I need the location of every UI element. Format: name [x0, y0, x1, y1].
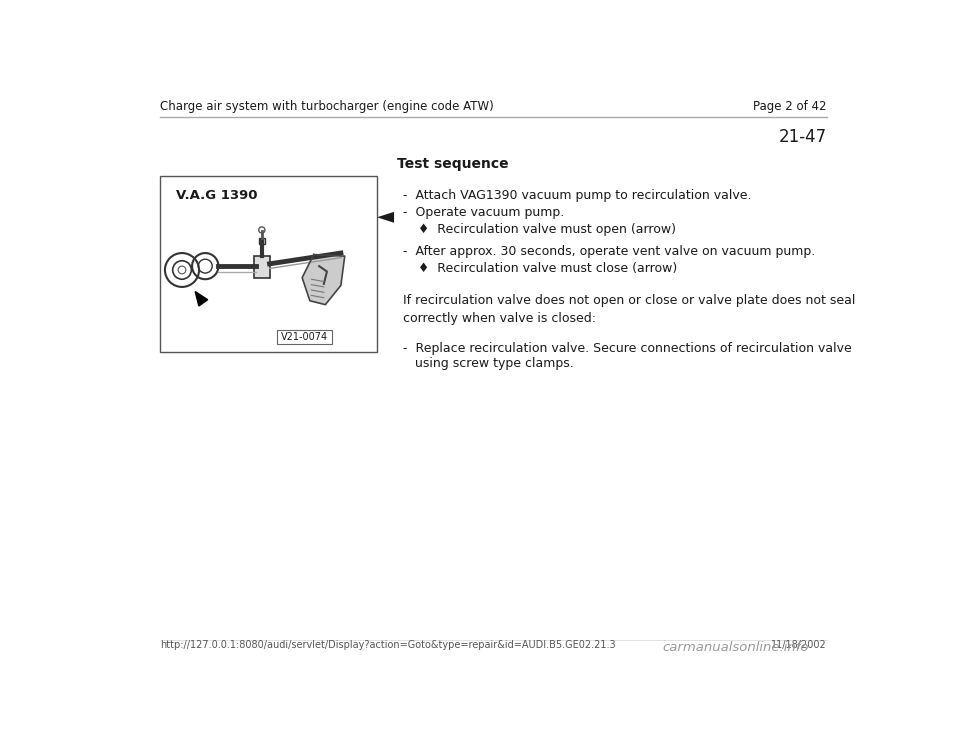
Text: using screw type clamps.: using screw type clamps. [403, 357, 574, 370]
Text: -  Attach VAG1390 vacuum pump to recirculation valve.: - Attach VAG1390 vacuum pump to recircul… [403, 189, 752, 202]
Bar [160, 176, 377, 352]
Bar [259, 237, 265, 244]
Polygon shape [195, 292, 207, 306]
Text: -  After approx. 30 seconds, operate vent valve on vacuum pump.: - After approx. 30 seconds, operate vent… [403, 245, 815, 257]
Text: 11/18/2002: 11/18/2002 [771, 640, 827, 649]
Bar [254, 256, 270, 278]
Text: ♦  Recirculation valve must open (arrow): ♦ Recirculation valve must open (arrow) [419, 223, 677, 236]
Text: Charge air system with turbocharger (engine code ATW): Charge air system with turbocharger (eng… [160, 100, 494, 113]
Text: V.A.G 1390: V.A.G 1390 [176, 189, 257, 202]
Text: -  Operate vacuum pump.: - Operate vacuum pump. [403, 206, 564, 219]
Bar [276, 330, 332, 344]
Polygon shape [302, 255, 345, 305]
Text: Test sequence: Test sequence [397, 157, 509, 171]
Text: http://127.0.0.1:8080/audi/servlet/Display?action=Goto&type=repair&id=AUDI.B5.GE: http://127.0.0.1:8080/audi/servlet/Displ… [160, 640, 616, 649]
Text: -  Replace recirculation valve. Secure connections of recirculation valve: - Replace recirculation valve. Secure co… [403, 341, 852, 355]
Text: ◄: ◄ [376, 206, 394, 226]
Text: If recirculation valve does not open or close or valve plate does not seal
corre: If recirculation valve does not open or … [403, 294, 855, 325]
Text: Page 2 of 42: Page 2 of 42 [754, 100, 827, 113]
Text: 21-47: 21-47 [779, 128, 827, 145]
Text: carmanualsonline.info: carmanualsonline.info [662, 641, 809, 654]
Text: ♦  Recirculation valve must close (arrow): ♦ Recirculation valve must close (arrow) [419, 261, 678, 275]
Text: V21-0074: V21-0074 [281, 332, 328, 342]
